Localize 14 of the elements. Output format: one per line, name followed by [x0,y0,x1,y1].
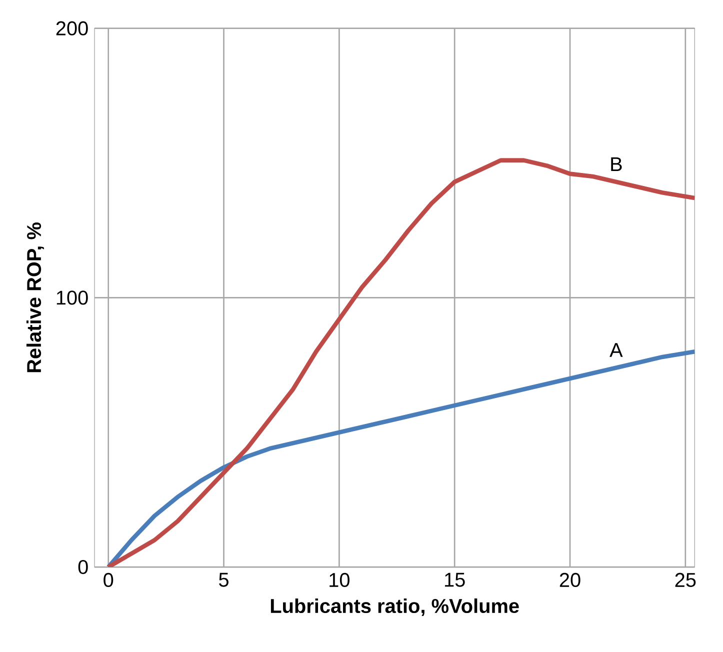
x-axis-title: Lubricants ratio, %Volume [270,598,519,616]
x-tick-label: 0 [104,572,114,587]
x-tick-label: 20 [560,572,580,587]
x-tick-label: 5 [219,572,228,587]
x-tick-label: 15 [445,572,465,587]
line-series [106,158,695,568]
y-tick-label: 100 [56,290,88,305]
annotation: B [611,157,622,171]
y-tick-label: 200 [56,21,88,36]
annotation: A [610,343,623,357]
y-axis-title: Relative ROP, % [26,222,44,372]
y-tick-label: 0 [78,560,88,574]
x-tick-label: 10 [330,572,350,587]
x-tick-label: 25 [675,572,696,587]
